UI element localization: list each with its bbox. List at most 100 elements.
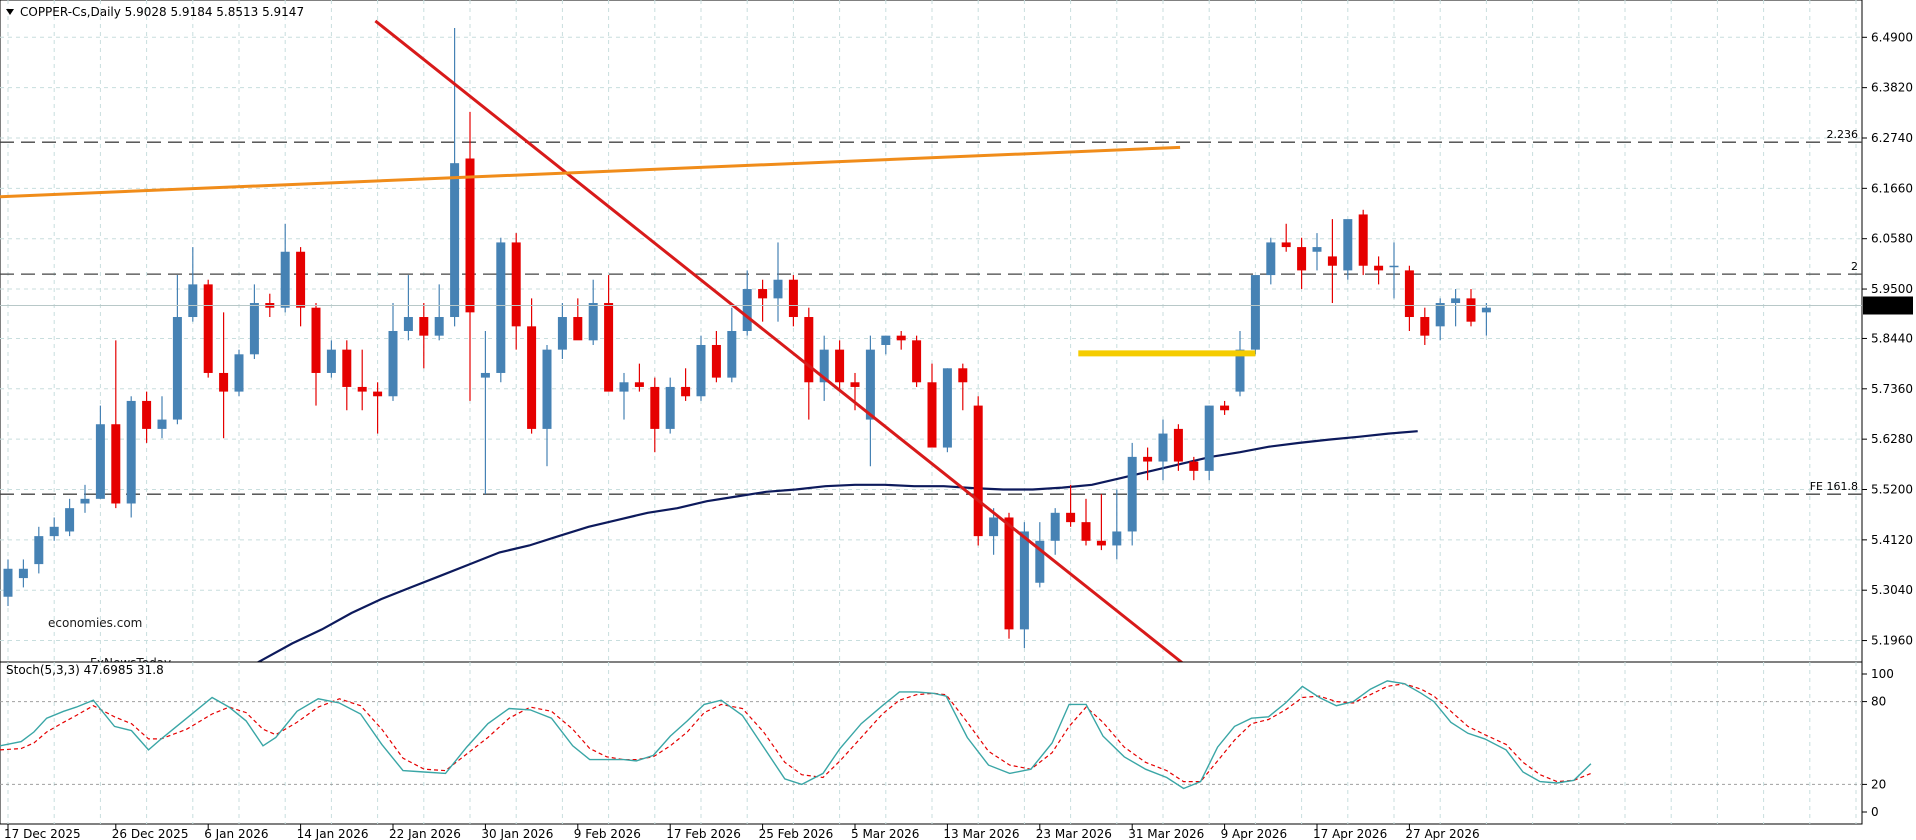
candle-body [527,326,537,429]
price-tick-label: 5.4120 [1871,533,1913,547]
ma-line [232,430,1418,677]
fib-levels: 2.236 2 FE 161.8 [0,128,1862,495]
candle-body [1358,214,1368,266]
candle-body [126,400,136,504]
candle-body [95,424,105,499]
candle-body [727,331,737,378]
candle-body [1327,256,1337,266]
candle-body [1004,517,1014,630]
time-tick-label: 13 Mar 2026 [943,827,1019,840]
candle-body [835,349,845,383]
candle-body [172,317,182,420]
candle-body [373,391,383,397]
candle-body [958,368,968,383]
candle-body [1266,242,1276,276]
candle-body [280,251,290,308]
candle-body [496,242,506,373]
candle-body [773,279,783,299]
price-tick-label: 6.4900 [1871,30,1913,44]
candle-body [342,349,352,387]
candle-body [989,517,999,537]
time-tick-label: 25 Feb 2026 [759,827,834,840]
candle-body [804,317,814,383]
candle-body [896,335,906,341]
stoch-grid [0,662,1862,824]
candle-body [1389,265,1399,268]
candle-body [80,498,90,504]
chart-title: COPPER-Cs,Daily 5.9028 5.9184 5.8513 5.9… [20,5,304,19]
time-axis: 17 Dec 2025 26 Dec 2025 6 Jan 2026 14 Jan 2… [4,824,1480,840]
descending-trendline [374,19,1187,667]
candle-body [3,568,13,597]
stoch-signal-line [0,683,1592,783]
time-tick-label: 27 Apr 2026 [1405,827,1479,840]
candle-body [912,340,922,383]
candle-body [1035,540,1045,583]
candle-body [388,331,398,397]
candle-body [1312,247,1322,252]
candle-body [788,279,798,318]
candle-body [34,536,44,565]
candle-body [157,419,167,429]
candle-body [65,508,75,532]
stoch-axis: 100 80 20 0 [1862,667,1894,819]
candle-body [403,317,413,331]
candle-body [850,382,860,387]
menu-triangle-icon[interactable] [6,9,14,15]
stochastic-lines [0,680,1592,790]
channel-line [0,145,1181,199]
candle-body [234,354,244,392]
candle-body [450,163,460,318]
candle-body [1019,531,1029,630]
candle-body [1435,303,1445,327]
price-tick-label: 6.0580 [1871,232,1913,246]
candle-body [711,344,721,378]
candle-body [49,526,59,537]
candle-body [1466,298,1476,322]
candle-body [1081,522,1091,541]
candle-body [634,382,644,387]
candle-body [1066,512,1076,523]
time-tick-label: 31 Mar 2026 [1128,827,1204,840]
candle-body [1404,270,1414,318]
price-tick-label: 6.1660 [1871,181,1913,195]
price-axis: 6.4900 6.3820 6.2740 6.1660 6.0580 5.9500 5.84… [1862,30,1913,648]
price-tick-label: 5.3040 [1871,583,1913,597]
current-price-label: 5.9147 [1868,298,1910,312]
candle-body [219,372,229,392]
price-tick-label: 5.1960 [1871,634,1913,648]
candle-body [650,386,660,429]
candle-body [1143,456,1153,462]
candle-body [665,386,675,429]
fib-level-label: FE 161.8 [1810,480,1858,493]
candle-body [142,400,152,429]
candle-body [18,568,28,579]
candle-body [480,372,490,378]
candle-body [696,344,706,397]
candle-body [1420,317,1430,336]
candle-body [588,303,598,341]
candle-body [1451,298,1461,304]
price-tick-label: 5.7360 [1871,382,1913,396]
candle-body [1374,265,1384,271]
stoch-tick-label: 100 [1871,667,1894,681]
candle-body [203,284,213,373]
candle-body [604,303,614,392]
candle-body [1173,428,1183,462]
candle-body [357,386,367,392]
time-tick-label: 14 Jan 2026 [297,827,369,840]
candle-body [465,158,475,313]
candle-body [1112,531,1122,546]
candle-body [1127,456,1137,532]
candle-body [1050,512,1060,541]
time-tick-label: 5 Mar 2026 [851,827,919,840]
moving-average [232,430,1418,677]
candle-body [819,349,829,383]
price-tick-label: 5.9500 [1871,282,1913,296]
time-tick-label: 26 Dec 2025 [112,827,189,840]
candle-body [742,289,752,331]
candle-body [1250,275,1260,350]
price-tick-label: 6.3820 [1871,81,1913,95]
